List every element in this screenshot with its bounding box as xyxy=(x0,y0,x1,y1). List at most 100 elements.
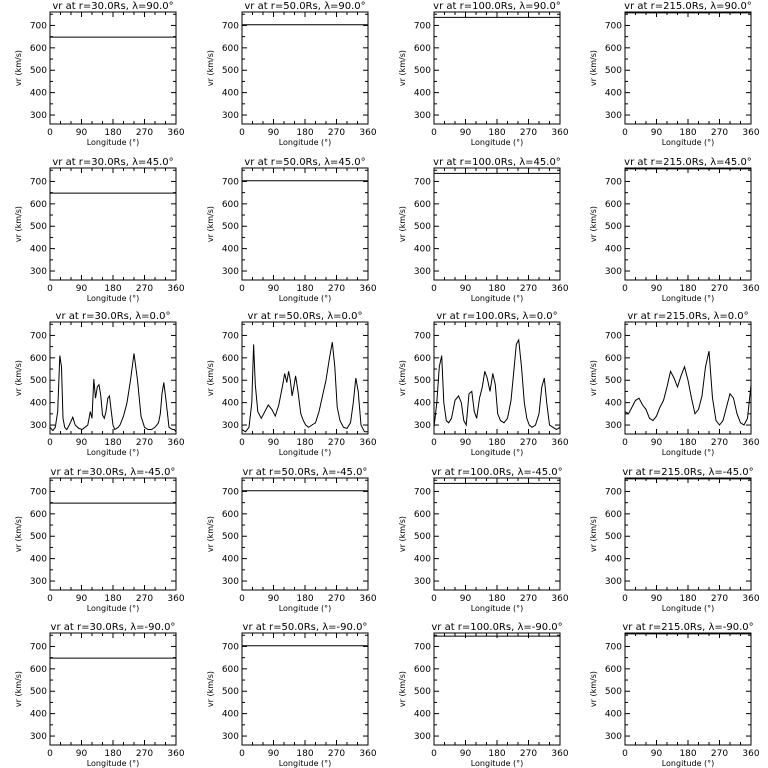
y-tick-label: 300 xyxy=(605,111,622,121)
y-tick-label: 600 xyxy=(605,200,622,210)
y-tick-label: 300 xyxy=(222,421,239,431)
x-tick-label: 360 xyxy=(359,128,376,138)
x-tick-label: 360 xyxy=(551,438,568,448)
chart-panel: vr at r=215.0Rs, λ=0.0° 0 90 180 270 360 300 40… xyxy=(589,311,760,457)
x-tick-label: 90 xyxy=(268,284,280,294)
panel-title: vr at r=215.0Rs, λ=0.0° xyxy=(627,311,748,322)
panel-title: vr at r=50.0Rs, λ=-45.0° xyxy=(243,467,368,478)
y-tick-label: 500 xyxy=(30,222,47,232)
y-tick-label: 400 xyxy=(414,89,431,99)
x-tick-label: 180 xyxy=(488,128,505,138)
series-line xyxy=(49,353,177,433)
plot-frame xyxy=(241,632,369,746)
x-axis-label: Longitude (°) xyxy=(279,294,332,303)
y-tick-label: 500 xyxy=(222,66,239,76)
x-tick-label: 270 xyxy=(328,128,345,138)
x-axis-label: Longitude (°) xyxy=(662,759,715,768)
panel-title: vr at r=30.0Rs, λ=45.0° xyxy=(52,157,173,168)
x-tick-label: 270 xyxy=(328,749,345,759)
x-axis-label: Longitude (°) xyxy=(662,138,715,147)
chart-panel: vr at r=215.0Rs, λ=45.0° 0 90 180 270 360 300 4… xyxy=(589,157,760,303)
x-tick-label: 0 xyxy=(239,128,245,138)
x-tick-label: 0 xyxy=(239,594,245,604)
y-tick-label: 400 xyxy=(605,245,622,255)
y-tick-label: 600 xyxy=(605,665,622,675)
y-tick-label: 300 xyxy=(605,732,622,742)
x-tick-label: 0 xyxy=(47,749,53,759)
x-tick-label: 180 xyxy=(104,438,121,448)
x-axis-label: Longitude (°) xyxy=(87,138,140,147)
x-tick-label: 180 xyxy=(104,594,121,604)
x-axis-label: Longitude (°) xyxy=(471,604,524,613)
y-tick-label: 700 xyxy=(222,642,239,652)
y-tick-label: 700 xyxy=(30,487,47,497)
x-tick-label: 270 xyxy=(711,284,728,294)
x-tick-label: 180 xyxy=(296,749,313,759)
x-tick-label: 90 xyxy=(651,438,663,448)
x-tick-label: 270 xyxy=(136,594,153,604)
x-axis-label: Longitude (°) xyxy=(662,294,715,303)
plot-frame xyxy=(241,167,369,281)
x-tick-label: 270 xyxy=(711,749,728,759)
x-tick-label: 0 xyxy=(239,284,245,294)
y-axis-label: vr (km/s) xyxy=(206,671,215,707)
x-tick-label: 360 xyxy=(742,284,759,294)
y-tick-label: 700 xyxy=(414,487,431,497)
y-tick-label: 400 xyxy=(414,399,431,409)
y-tick-label: 700 xyxy=(414,331,431,341)
x-tick-label: 90 xyxy=(651,594,663,604)
x-tick-label: 270 xyxy=(136,284,153,294)
x-tick-label: 90 xyxy=(651,284,663,294)
x-axis-label: Longitude (°) xyxy=(662,604,715,613)
x-tick-label: 360 xyxy=(167,749,184,759)
x-tick-label: 0 xyxy=(622,438,628,448)
plot-frame xyxy=(624,321,752,435)
y-tick-label: 300 xyxy=(605,267,622,277)
plot-frame xyxy=(433,167,561,281)
x-tick-label: 180 xyxy=(104,128,121,138)
x-tick-label: 270 xyxy=(520,128,537,138)
y-tick-label: 400 xyxy=(30,399,47,409)
y-tick-label: 700 xyxy=(222,21,239,31)
y-tick-label: 400 xyxy=(414,710,431,720)
y-axis-label: vr (km/s) xyxy=(398,360,407,396)
x-tick-label: 270 xyxy=(711,438,728,448)
x-tick-label: 270 xyxy=(520,594,537,604)
series-line xyxy=(624,350,752,426)
x-tick-label: 270 xyxy=(711,128,728,138)
plot-frame xyxy=(624,632,752,746)
y-tick-label: 500 xyxy=(414,66,431,76)
y-axis-label: vr (km/s) xyxy=(398,671,407,707)
x-axis-label: Longitude (°) xyxy=(471,294,524,303)
y-tick-label: 600 xyxy=(222,510,239,520)
y-tick-label: 500 xyxy=(222,687,239,697)
y-axis-label: vr (km/s) xyxy=(589,516,598,552)
x-tick-label: 90 xyxy=(76,128,88,138)
y-tick-label: 300 xyxy=(414,421,431,431)
x-tick-label: 0 xyxy=(622,594,628,604)
x-tick-label: 270 xyxy=(328,594,345,604)
y-axis-label: vr (km/s) xyxy=(206,206,215,242)
y-tick-label: 400 xyxy=(30,245,47,255)
y-axis-label: vr (km/s) xyxy=(14,516,23,552)
x-tick-label: 0 xyxy=(431,438,437,448)
x-tick-label: 90 xyxy=(460,749,472,759)
y-tick-label: 300 xyxy=(414,732,431,742)
y-axis-label: vr (km/s) xyxy=(14,671,23,707)
y-tick-label: 600 xyxy=(222,354,239,364)
plot-frame xyxy=(241,477,369,591)
y-tick-label: 400 xyxy=(30,710,47,720)
y-tick-label: 700 xyxy=(414,642,431,652)
y-tick-label: 500 xyxy=(30,376,47,386)
x-tick-label: 180 xyxy=(679,594,696,604)
y-tick-label: 500 xyxy=(222,222,239,232)
y-tick-label: 700 xyxy=(605,642,622,652)
y-tick-label: 600 xyxy=(30,665,47,675)
y-tick-label: 300 xyxy=(222,577,239,587)
y-tick-label: 500 xyxy=(30,66,47,76)
x-tick-label: 90 xyxy=(76,594,88,604)
x-tick-label: 360 xyxy=(167,594,184,604)
x-tick-label: 90 xyxy=(268,594,280,604)
y-tick-label: 500 xyxy=(605,66,622,76)
x-tick-label: 0 xyxy=(431,749,437,759)
